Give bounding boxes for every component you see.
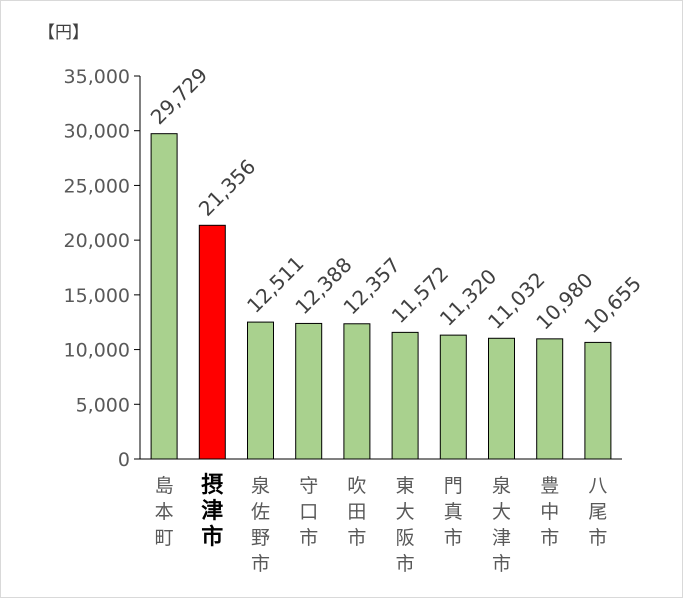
bar — [391, 331, 419, 460]
chart-frame — [0, 0, 683, 598]
x-tick-label: 吹田市 — [347, 475, 366, 549]
x-tick-char: 市 — [540, 527, 559, 549]
y-tick-label: 20,000 — [64, 230, 130, 252]
x-tick-label: 豊中市 — [540, 475, 559, 549]
bar — [295, 322, 323, 460]
bars — [150, 133, 612, 460]
x-tick-char: 市 — [347, 527, 366, 549]
x-tick-char: 津 — [201, 498, 223, 524]
x-tick-char: 尾 — [588, 501, 607, 523]
x-tick-char: 中 — [540, 501, 559, 523]
x-tick-char: 豊 — [540, 475, 559, 497]
bar — [439, 334, 467, 460]
x-tick-char: 東 — [396, 475, 415, 497]
x-tick-char: 市 — [251, 553, 270, 575]
x-tick-char: 泉 — [492, 475, 511, 497]
y-tick-label: 0 — [118, 449, 130, 471]
x-tick-char: 野 — [251, 527, 270, 549]
y-tick-label: 35,000 — [64, 66, 130, 88]
x-tick-char: 市 — [492, 553, 511, 575]
x-tick-label: 八尾市 — [588, 475, 607, 549]
bar — [343, 323, 371, 460]
y-tick-label: 10,000 — [64, 340, 130, 362]
x-tick-label: 島本町 — [155, 475, 174, 549]
x-tick-char: 町 — [155, 527, 174, 549]
x-tick-label: 門真市 — [444, 475, 463, 549]
unit-label: 【円】 — [38, 23, 89, 43]
x-tick-char: 津 — [492, 527, 511, 549]
x-tick-char: 市 — [396, 553, 415, 575]
x-tick-char: 大 — [396, 501, 415, 523]
x-tick-char: 佐 — [251, 501, 270, 523]
x-tick-char: 門 — [444, 475, 463, 497]
x-tick-char: 本 — [155, 501, 174, 523]
y-axis: 0 5,000 10,000 15,000 20,000 25,000 30,000 35,0… — [64, 66, 622, 471]
x-tick-char: 口 — [299, 501, 318, 523]
x-tick-char: 真 — [444, 501, 463, 523]
y-tick-label: 25,000 — [64, 175, 130, 197]
bar — [247, 321, 274, 460]
y-tick-label: 5,000 — [76, 394, 130, 416]
x-tick-label: 守口市 — [299, 475, 318, 549]
y-tick-label: 30,000 — [64, 121, 130, 143]
x-tick-char: 阪 — [396, 527, 415, 549]
bar — [536, 338, 564, 460]
data-label: 29,729 — [146, 63, 212, 129]
x-tick-char: 泉 — [251, 475, 270, 497]
x-tick-label: 摂津市 — [201, 472, 223, 550]
bar — [488, 337, 515, 460]
x-tick-char: 市 — [299, 527, 318, 549]
bar — [150, 133, 178, 460]
x-tick-char: 守 — [299, 475, 318, 497]
y-tick-label: 15,000 — [64, 285, 130, 307]
x-tick-char: 市 — [444, 527, 463, 549]
x-tick-char: 八 — [588, 475, 607, 497]
x-tick-char: 大 — [492, 501, 511, 523]
x-tick-char: 市 — [201, 524, 223, 550]
x-tick-char: 市 — [588, 527, 607, 549]
x-tick-char: 島 — [155, 475, 174, 497]
data-label: 21,356 — [194, 154, 260, 220]
x-tick-char: 吹 — [347, 475, 366, 497]
bar — [584, 341, 612, 460]
x-tick-char: 田 — [347, 501, 366, 523]
x-tick-char: 摂 — [201, 472, 223, 498]
bar — [198, 224, 226, 460]
